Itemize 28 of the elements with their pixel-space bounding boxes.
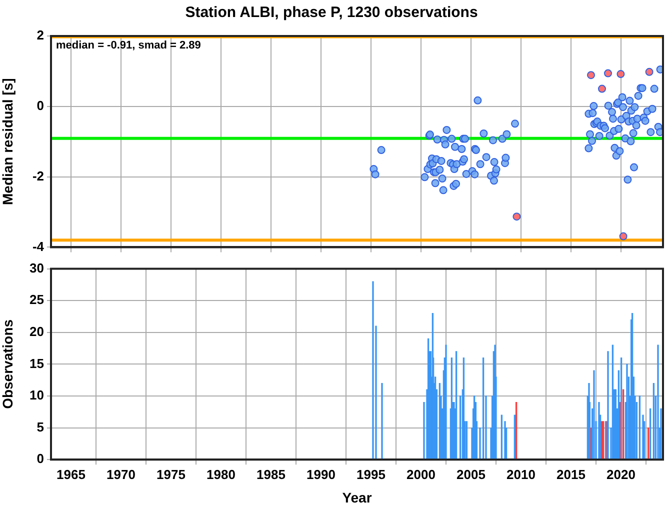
x-axis-title: Year: [342, 489, 372, 506]
x-tick-label: 1965: [56, 466, 86, 482]
y-tick-label: -2: [32, 168, 44, 184]
x-tick-label: 2005: [456, 466, 486, 482]
y-tick-label: 15: [30, 356, 44, 371]
x-tick-label: 1995: [356, 466, 386, 482]
y-tick-label: 10: [30, 388, 44, 403]
y-tick-label: 5: [36, 419, 44, 434]
x-tick-label: 2015: [556, 466, 586, 482]
x-tick-label: 1980: [206, 466, 236, 482]
y-tick-label: -4: [32, 238, 45, 254]
annotation: median = -0.91, smad = 2.89: [56, 40, 201, 52]
x-tick-label: 1985: [256, 466, 286, 482]
x-tick-label: 2010: [506, 466, 536, 482]
y-axis-title: Observations: [0, 319, 16, 409]
y-tick-label: 0: [36, 98, 44, 113]
y-tick-label: 0: [36, 451, 44, 466]
x-tick-label: 2000: [406, 466, 436, 482]
x-tick-label: 2020: [606, 466, 636, 482]
y-tick-label: 20: [30, 324, 44, 339]
y-axis-title: Median residual [s]: [0, 78, 16, 206]
x-tick-label: 1970: [106, 466, 136, 482]
chart-title: Station ALBI, phase P, 1230 observations: [185, 4, 478, 22]
y-tick-label: 30: [30, 260, 44, 276]
y-tick-label: 25: [30, 292, 44, 308]
y-tick-label: 2: [36, 28, 44, 43]
x-tick-label: 1990: [306, 466, 336, 482]
x-tick-label: 1975: [156, 466, 186, 482]
